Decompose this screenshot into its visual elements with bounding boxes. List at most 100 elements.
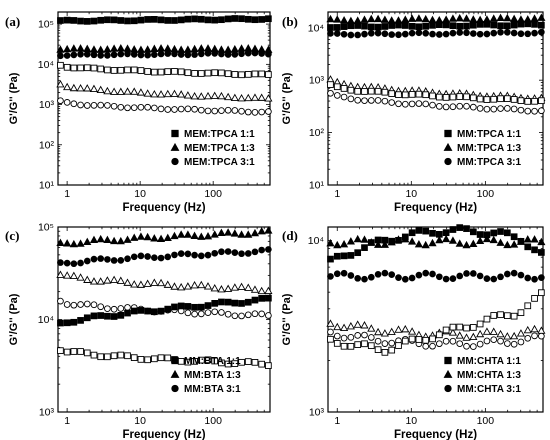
data-point [157,68,165,76]
data-point [170,231,179,240]
data-point [361,275,368,283]
data-point [516,329,526,337]
data-point [77,259,84,267]
data-point [70,318,78,326]
data-point [103,276,112,284]
data-point [211,308,219,316]
data-point [503,22,511,30]
data-point [224,51,232,58]
x-tick-label: 1 [64,188,70,200]
data-point [90,301,98,309]
data-point [197,280,206,289]
data-point [104,305,111,313]
legend-label: MM:BTA 1:3 [184,370,241,381]
data-point [123,235,132,243]
data-point [77,348,84,355]
data-point [57,17,64,24]
data-point [89,277,99,285]
data-point [237,230,246,238]
data-point [63,52,71,59]
chart-panel-c: 1 10 100 10³ 10⁴ 10⁵ Frequency (Hz) G'/G'' (Pa)… [5,222,273,440]
data-point [123,278,132,286]
data-point [150,44,159,52]
data-point [77,317,84,324]
data-point [538,97,545,105]
data-point [388,339,396,347]
data-point [340,23,348,30]
data-point [144,356,151,364]
data-point [251,70,259,78]
data-point [231,360,239,367]
data-point [367,273,375,281]
data-point [326,319,335,327]
x-axis-label: Frequency (Hz) [394,429,477,440]
data-point [183,230,192,238]
data-point [394,325,403,333]
data-point [524,243,532,251]
data-point [150,68,158,76]
data-point [77,101,84,109]
data-point [374,337,382,345]
data-point [211,107,219,115]
data-point [203,232,213,240]
data-point [144,253,151,260]
data-point [422,342,430,350]
data-point [510,21,518,29]
data-point [429,270,436,278]
data-point [456,29,464,36]
data-point [483,275,491,282]
data-point [251,109,259,116]
data-point [395,31,402,39]
series-square-filled [57,294,272,327]
data-point [408,91,416,98]
y-axis-label: G'/G'' (Pa) [281,72,293,124]
data-point [346,237,355,245]
y-tick-label: 10² [309,127,325,139]
data-point [510,269,518,277]
data-point [503,28,511,36]
data-point [258,108,266,116]
data-point [456,22,464,30]
data-point [483,20,491,28]
data-point [333,340,341,347]
data-point [184,105,192,113]
data-point [463,342,470,350]
data-point [224,248,232,255]
legend-marker [171,129,179,138]
data-point [56,270,65,278]
data-point [388,31,396,38]
data-point [435,102,443,110]
data-point [265,312,272,319]
data-point [144,51,151,59]
data-point [449,226,457,233]
data-point [89,45,99,53]
data-point [110,16,118,24]
data-point [517,106,525,114]
data-point [497,105,504,112]
data-point [264,286,273,295]
data-point [191,15,198,23]
data-point [361,340,368,348]
data-point [456,102,464,110]
data-point [251,296,259,304]
data-point [244,250,252,257]
data-point [144,103,151,111]
data-point [130,50,138,58]
data-point [238,71,245,79]
panel-label: (d) [282,228,298,243]
data-point [374,23,382,31]
data-point [170,282,179,290]
data-point [204,302,212,309]
data-point [164,354,172,362]
data-point [463,93,470,101]
y-tick-label: 10³ [309,75,325,87]
data-point [265,246,272,253]
data-point [63,301,71,308]
data-point [435,273,443,281]
data-point [76,84,85,92]
data-point [429,21,436,29]
data-point [110,102,118,110]
data-point [387,327,396,336]
legend-marker [443,369,453,378]
data-point [415,271,423,279]
